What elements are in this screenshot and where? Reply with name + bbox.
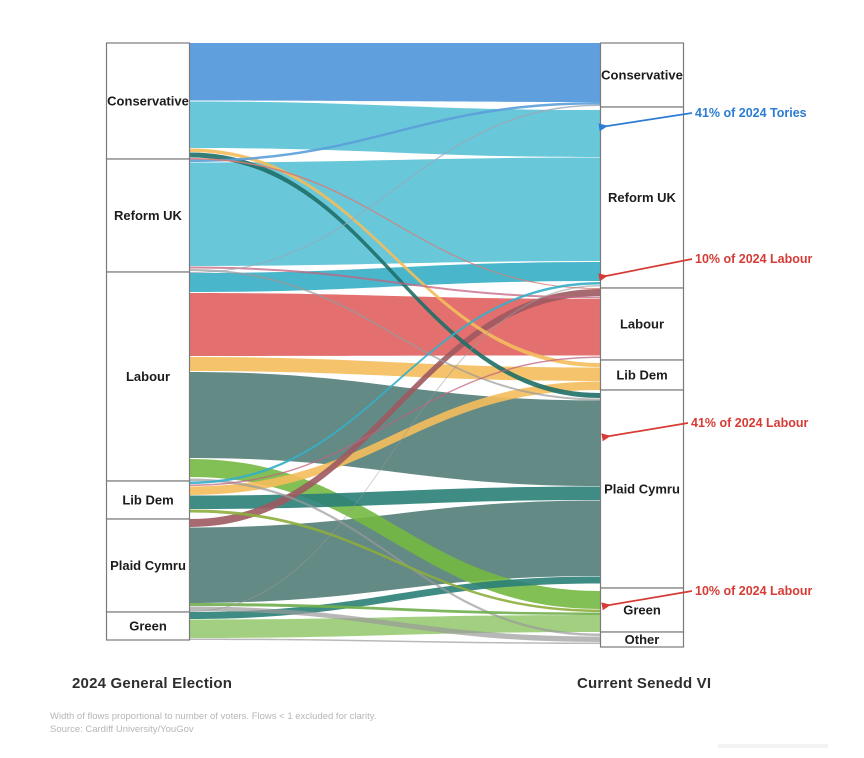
left-axis-title: 2024 General Election (72, 675, 233, 692)
node-left-plaid-cymru (105, 518, 191, 613)
node-right-labour (599, 287, 685, 361)
flow-reform-uk-to-reform-uk (190, 157, 600, 266)
node-left-conservative (105, 42, 191, 160)
annotation-arrow-labour-to-plaid (601, 422, 689, 442)
node-label-left-reform-uk: Reform UK (114, 208, 183, 223)
node-label-right-conservative: Conservative (601, 68, 683, 83)
flow-labour-to-lib-dem (190, 357, 600, 381)
annotation-labour-to-reform: 10% of 2024 Labour (598, 252, 813, 282)
node-left-labour (105, 271, 191, 482)
node-label-left-green: Green (129, 619, 167, 634)
flow-green-to-other (190, 638, 600, 644)
annotation-label-labour-to-plaid: 41% of 2024 Labour (691, 416, 809, 430)
flow-reform-uk-to-plaid-cymru (190, 269, 600, 401)
footnote: Width of flows proportional to number of… (50, 710, 376, 736)
flow-lib-dem-to-labour (190, 356, 600, 486)
node-label-left-lib-dem: Lib Dem (122, 493, 173, 508)
node-label-right-labour: Labour (620, 317, 664, 332)
flow-lib-dem-to-lib-dem (190, 381, 600, 495)
annotation-arrow-tories-to-reform (598, 112, 693, 132)
node-label-right-lib-dem: Lib Dem (616, 368, 667, 383)
node-label-left-labour: Labour (126, 369, 170, 384)
annotation-labour-to-green: 10% of 2024 Labour (601, 584, 813, 611)
node-right-plaid-cymru (599, 389, 685, 589)
annotation-label-labour-to-reform: 10% of 2024 Labour (695, 252, 813, 266)
annotation-labour-to-plaid: 41% of 2024 Labour (601, 416, 809, 442)
node-right-conservative (599, 42, 685, 108)
flow-labour-to-green (190, 459, 600, 609)
flow-conservative-to-reform-uk (190, 101, 600, 157)
node-label-right-green: Green (623, 603, 661, 618)
node-left-lib-dem (105, 480, 191, 520)
node-left-green (105, 611, 191, 641)
node-label-right-plaid-cymru: Plaid Cymru (604, 482, 680, 497)
flow-conservative-to-plaid-cymru (190, 152, 600, 398)
flow-reform-uk-to-labour (190, 266, 600, 299)
edge-artifact (718, 744, 828, 748)
node-label-left-conservative: Conservative (107, 94, 189, 109)
node-right-other (599, 631, 685, 648)
flow-lib-dem-to-plaid-cymru (190, 486, 600, 509)
flow-plaid-cymru-to-labour (190, 289, 600, 527)
annotation-arrow-labour-to-green (601, 590, 693, 611)
flow-labour-to-conservative (190, 104, 600, 273)
flow-lib-dem-to-green (190, 509, 600, 612)
node-right-reform-uk (599, 106, 685, 289)
footnote-line1: Width of flows proportional to number of… (50, 711, 377, 722)
node-label-right-reform-uk: Reform UK (608, 190, 677, 205)
annotation-label-labour-to-green: 10% of 2024 Labour (695, 584, 813, 598)
flow-conservative-to-conservative (190, 43, 600, 102)
node-label-left-plaid-cymru: Plaid Cymru (110, 558, 186, 573)
flow-reform-uk-to-conservative (190, 102, 600, 162)
annotation-tories-to-reform: 41% of 2024 Tories (598, 106, 807, 132)
annotation-label-tories-to-reform: 41% of 2024 Tories (695, 106, 807, 120)
flow-plaid-cymru-to-reform-uk (190, 285, 600, 612)
flow-plaid-cymru-to-other (190, 606, 600, 642)
flow-lib-dem-to-reform-uk (190, 282, 600, 484)
flow-conservative-to-lib-dem (190, 148, 600, 367)
node-right-lib-dem (599, 359, 685, 391)
node-label-right-other: Other (625, 632, 660, 647)
right-axis-title: Current Senedd VI (577, 675, 712, 692)
node-left-reform-uk (105, 158, 191, 273)
annotation-arrow-labour-to-reform (598, 258, 693, 282)
flow-labour-to-other (190, 478, 600, 636)
footnote-line2: Source: Cardiff University/YouGov (50, 724, 194, 735)
flow-green-to-plaid-cymru (190, 576, 600, 619)
flow-plaid-cymru-to-green (190, 603, 600, 615)
flow-conservative-to-labour (190, 158, 600, 289)
